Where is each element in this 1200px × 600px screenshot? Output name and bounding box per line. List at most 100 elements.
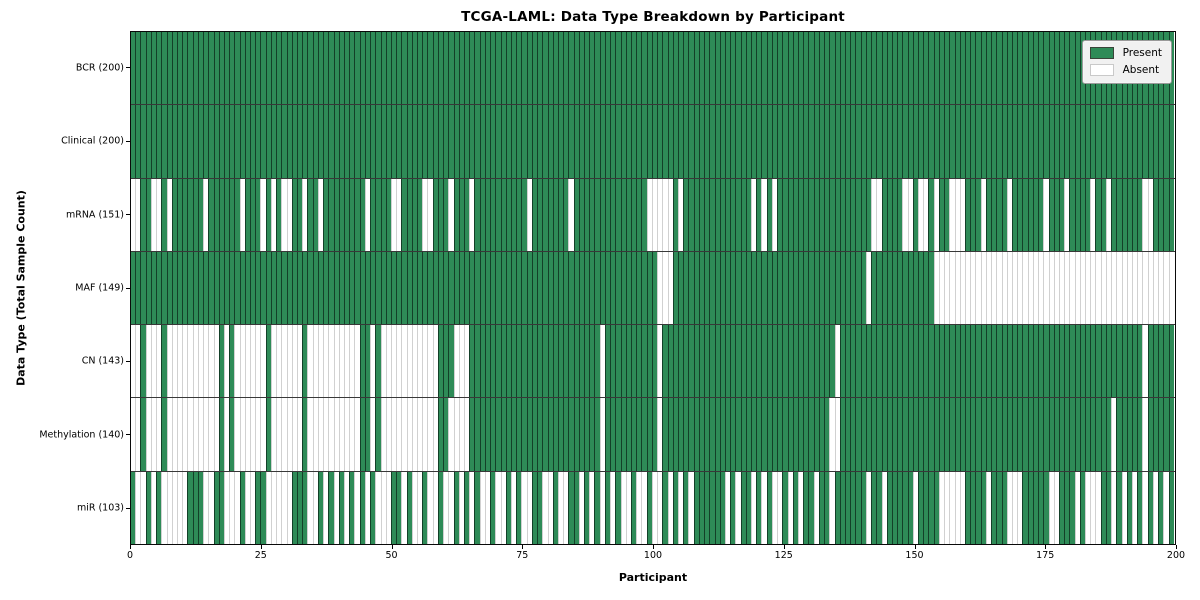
absent-cell — [1163, 471, 1169, 544]
present-cell — [578, 398, 585, 471]
present-cell — [573, 325, 579, 398]
present-cell — [349, 251, 355, 325]
absent-cell — [422, 398, 428, 471]
absent-cell — [1116, 251, 1122, 325]
present-cell — [959, 325, 965, 398]
present-cell — [1121, 105, 1127, 178]
present-cell — [464, 251, 470, 325]
present-cell — [1079, 325, 1086, 398]
absent-cell — [250, 325, 256, 398]
absent-cell — [349, 325, 355, 398]
present-cell — [813, 105, 819, 178]
present-cell — [145, 471, 151, 544]
matrix-row — [131, 250, 1175, 325]
present-cell — [855, 325, 861, 398]
present-cell — [328, 471, 334, 544]
present-cell — [965, 471, 971, 544]
present-cell — [469, 325, 475, 398]
absent-cell — [1011, 471, 1018, 544]
present-cell — [615, 178, 621, 251]
absent-cell — [547, 471, 553, 544]
present-cell — [771, 251, 778, 325]
present-cell — [949, 105, 955, 178]
present-cell — [312, 178, 318, 251]
absent-cell — [1027, 251, 1033, 325]
absent-cell — [944, 251, 950, 325]
present-cell — [907, 325, 913, 398]
present-cell — [537, 178, 543, 251]
present-cell — [719, 105, 725, 178]
present-cell — [996, 178, 1002, 251]
present-cell — [417, 32, 423, 105]
present-cell — [140, 398, 146, 471]
absent-cell — [166, 178, 172, 251]
present-cell — [364, 251, 371, 325]
present-cell — [704, 471, 710, 544]
legend-absent-label: Absent — [1122, 64, 1160, 76]
present-cell — [1006, 398, 1012, 471]
present-cell — [563, 32, 569, 105]
absent-cell — [458, 398, 464, 471]
present-cell — [484, 325, 491, 398]
present-cell — [265, 251, 271, 325]
present-cell — [1074, 105, 1080, 178]
absent-cell — [777, 471, 783, 544]
present-cell — [150, 32, 157, 105]
present-cell — [792, 471, 798, 544]
present-cell — [662, 105, 668, 178]
absent-cell — [479, 471, 485, 544]
present-cell — [338, 32, 344, 105]
present-cell — [495, 105, 501, 178]
present-cell — [291, 471, 297, 544]
present-cell — [276, 105, 282, 178]
absent-cell — [521, 471, 527, 544]
present-cell — [980, 398, 986, 471]
present-cell — [991, 178, 997, 251]
absent-cell — [203, 178, 209, 251]
absent-cell — [349, 398, 355, 471]
absent-cell — [448, 398, 454, 471]
absent-cell — [1132, 471, 1138, 544]
present-cell — [891, 251, 898, 325]
present-cell — [792, 325, 798, 398]
present-cell — [192, 251, 198, 325]
present-cell — [1022, 32, 1028, 105]
present-cell — [578, 32, 585, 105]
present-cell — [417, 251, 423, 325]
present-cell — [260, 32, 266, 105]
present-cell — [474, 178, 480, 251]
present-cell — [349, 105, 355, 178]
absent-cell — [150, 398, 157, 471]
present-cell — [620, 325, 626, 398]
present-cell — [171, 178, 177, 251]
present-cell — [537, 251, 543, 325]
present-cell — [244, 178, 251, 251]
present-cell — [1027, 178, 1033, 251]
present-cell — [824, 105, 830, 178]
present-cell — [735, 398, 741, 471]
present-cell — [818, 32, 825, 105]
present-cell — [317, 105, 324, 178]
present-cell — [537, 325, 543, 398]
absent-cell — [1090, 178, 1096, 251]
absent-cell — [343, 325, 350, 398]
present-cell — [651, 398, 658, 471]
absent-cell — [176, 398, 183, 471]
present-cell — [792, 251, 798, 325]
absent-cell — [646, 178, 652, 251]
present-cell — [239, 251, 245, 325]
x-tick-label: 150 — [905, 550, 924, 561]
absent-cell — [464, 398, 470, 471]
absent-cell — [317, 398, 324, 471]
present-cell — [396, 251, 402, 325]
present-cell — [938, 178, 945, 251]
present-cell — [631, 471, 637, 544]
present-cell — [912, 398, 919, 471]
present-cell — [975, 325, 981, 398]
present-cell — [902, 398, 908, 471]
absent-cell — [1011, 251, 1018, 325]
present-cell — [359, 325, 365, 398]
present-cell — [568, 105, 574, 178]
present-cell — [850, 325, 856, 398]
present-cell — [928, 32, 934, 105]
